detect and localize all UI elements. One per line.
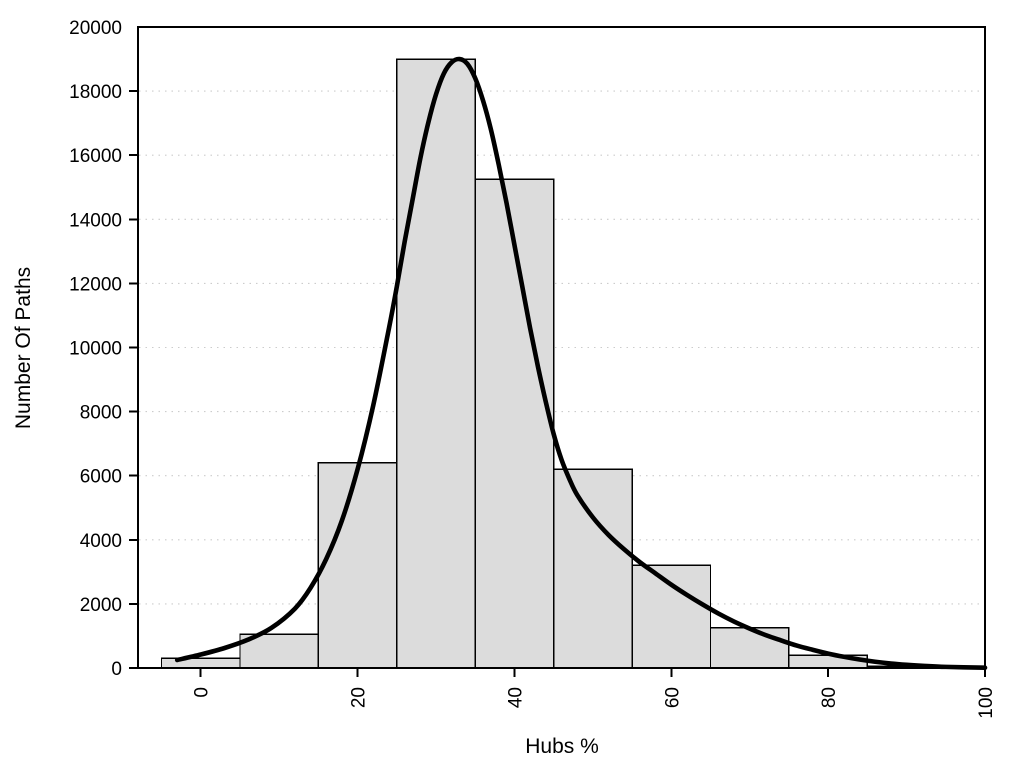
histogram-bar xyxy=(396,58,476,669)
x-axis-tick-label: 100 xyxy=(976,687,997,719)
histogram-bars-group xyxy=(160,58,947,669)
x-axis-title: Hubs % xyxy=(525,735,599,758)
histogram-bar xyxy=(552,468,633,669)
x-axis-tick-label: 40 xyxy=(505,687,526,708)
histogram-bar xyxy=(317,462,398,669)
y-axis-tick-label: 4000 xyxy=(80,531,122,552)
y-axis-title: Number Of Paths xyxy=(12,267,35,429)
density-curve-group xyxy=(174,56,988,670)
histogram-bar xyxy=(160,657,241,669)
y-axis-tick-label: 10000 xyxy=(69,339,122,360)
y-axis-tick-label: 18000 xyxy=(69,82,122,103)
y-axis-tick-label: 14000 xyxy=(69,210,122,231)
density-curve xyxy=(174,56,988,670)
y-axis-tick-label: 20000 xyxy=(69,18,122,39)
y-axis-tick-label: 16000 xyxy=(69,146,122,167)
x-axis-tick-label: 80 xyxy=(819,687,840,708)
y-axis-tick-label: 2000 xyxy=(80,595,122,616)
x-axis-tick-label: 0 xyxy=(192,687,213,698)
x-axis-tick-label: 20 xyxy=(349,687,370,708)
y-axis-tick-label: 6000 xyxy=(80,467,122,488)
histogram-bar xyxy=(631,564,712,669)
x-axis-tick-label: 60 xyxy=(662,687,683,708)
x-axis-ticks-group: 0 20 40 60 80 100 xyxy=(192,668,997,719)
histogram-bar xyxy=(474,178,555,669)
histogram-bar xyxy=(709,627,790,669)
y-axis-tick-label: 12000 xyxy=(69,274,122,295)
y-axis-tick-label: 0 xyxy=(111,659,122,680)
y-axis-tick-label: 8000 xyxy=(80,403,122,424)
y-axis-ticks-group: 0 2000 4000 6000 8000 10000 12000 14000 16000 180… xyxy=(69,18,138,680)
